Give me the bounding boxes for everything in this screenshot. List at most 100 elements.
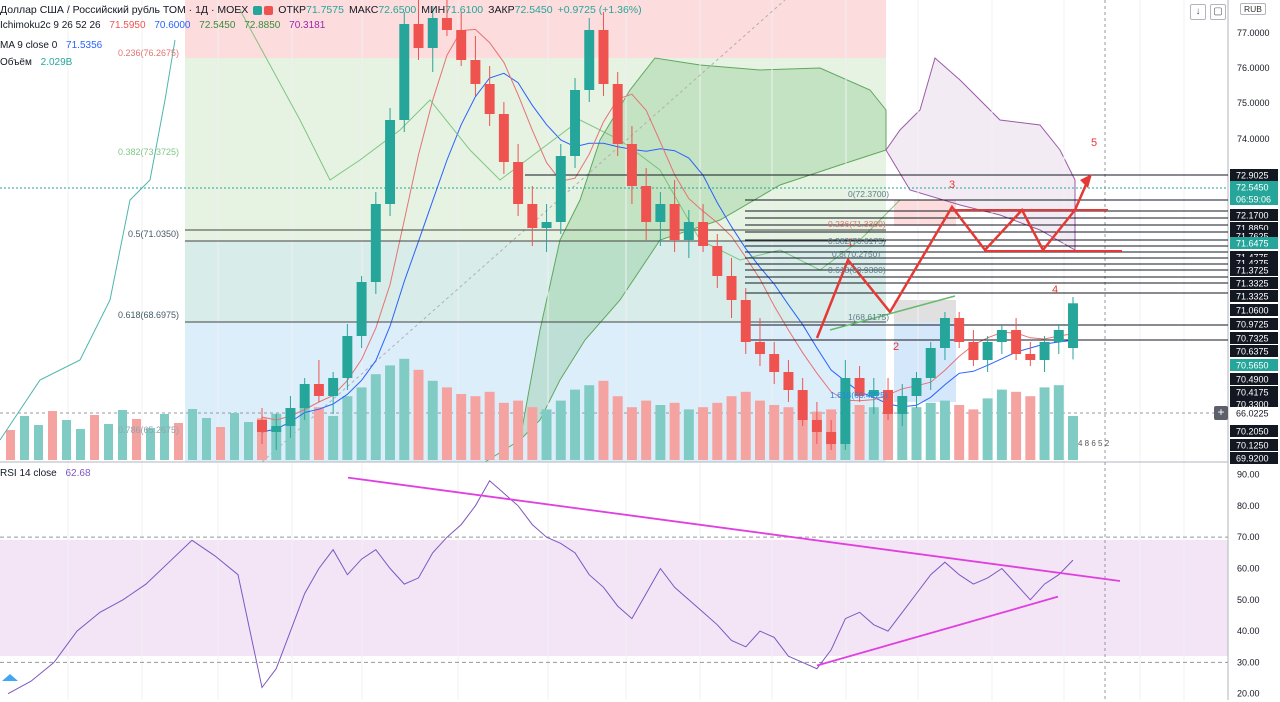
rsi-support-trendline <box>816 595 1059 667</box>
tv-logo-icon <box>2 674 18 681</box>
close-value: 72.5450 <box>514 4 553 16</box>
rsi-tick-label: 50.00 <box>1237 595 1260 605</box>
candle-body <box>897 396 908 414</box>
candle-body <box>385 120 396 204</box>
candle-body <box>370 204 381 282</box>
candle-body <box>811 420 822 432</box>
rsi-tick-label: 60.00 <box>1237 563 1260 573</box>
rsi-label: RSI 14 close <box>0 468 57 479</box>
indicator-lines <box>0 9 1074 441</box>
fib-label-right: 0.236(71.3300) <box>828 219 886 229</box>
candle-body <box>740 300 751 342</box>
cloud-green <box>484 57 887 463</box>
maximize-icon[interactable]: ▢ <box>1210 4 1226 20</box>
candle-body <box>513 162 524 204</box>
candle-body <box>342 336 353 378</box>
volume-bar <box>370 374 381 460</box>
change-value: +0.9725 (+1.36%) <box>557 4 642 16</box>
rsi-band <box>0 540 1228 656</box>
volume-bar <box>868 407 879 460</box>
price-badge-label: 71.8850 <box>1236 224 1269 234</box>
legend-toggle-icons[interactable] <box>253 5 274 15</box>
volume-bar <box>541 409 552 460</box>
currency-badge[interactable]: RUB <box>1240 3 1266 15</box>
eye-icon[interactable] <box>253 5 263 15</box>
candle-body <box>441 18 452 30</box>
candle-body <box>598 30 609 84</box>
price-badge-bg <box>1230 264 1278 276</box>
ma-value: 71.5356 <box>66 40 103 51</box>
fib-zone-right-grey <box>894 300 956 322</box>
ma-legend[interactable]: MA 9 close 0 71.5356 <box>0 40 108 51</box>
rsi-legend[interactable]: RSI 14 close 62.68 <box>0 468 97 479</box>
rsi-pane <box>0 476 1228 695</box>
volume-bar <box>897 413 908 460</box>
price-badge-bg <box>1230 318 1278 330</box>
candle-body <box>954 318 965 342</box>
volume-bar <box>470 396 481 460</box>
candle-body <box>883 390 894 414</box>
fib-label-right: 1.618(66.4225) <box>830 390 888 400</box>
volume-bar <box>584 385 595 460</box>
price-tick-label: 75.0000 <box>1237 98 1270 108</box>
volume-bar <box>174 423 183 460</box>
low-value: 71.6100 <box>445 4 484 16</box>
candle-body <box>868 390 879 396</box>
volume-bar <box>342 396 353 460</box>
volume-bar <box>683 409 694 460</box>
candle-body <box>1068 303 1078 348</box>
volume-bar <box>160 414 169 460</box>
volume-legend[interactable]: Объём 2.029В <box>0 57 78 68</box>
candle-body <box>854 378 865 396</box>
wave-label: 4 <box>1052 284 1058 296</box>
volume-bar <box>456 394 467 460</box>
volume-bar <box>146 428 155 460</box>
open-label: ОТКР <box>278 4 306 16</box>
settings-icon[interactable] <box>264 5 274 15</box>
candle-body <box>427 18 438 48</box>
volume-bar <box>1053 385 1064 460</box>
volume-value: 2.029В <box>40 57 73 68</box>
price-badge-bg <box>1230 209 1278 221</box>
scroll-down-icon[interactable]: ↓ <box>1190 4 1206 20</box>
fib-label-right: 1(68.6175) <box>848 312 889 322</box>
dashed-trend-line <box>261 0 786 463</box>
volume-bar <box>612 396 623 460</box>
wave-label: 1 <box>847 237 853 249</box>
price-badge-bg <box>1230 407 1278 419</box>
candle-body <box>641 186 652 222</box>
volume-bar <box>911 407 922 460</box>
volume-bar <box>104 424 113 460</box>
volume-bar <box>244 422 253 460</box>
candle-body <box>356 282 367 336</box>
candle-body <box>1025 354 1036 360</box>
volume-bar <box>62 420 71 460</box>
price-badge-label: 71.3725 <box>1236 266 1269 276</box>
wave-label: 2 <box>893 341 899 353</box>
close-label: ЗАКР <box>488 4 515 16</box>
horizontal-levels <box>185 174 1228 341</box>
volume-bar <box>328 416 339 460</box>
price-badge-label: 70.9725 <box>1236 320 1269 330</box>
volume-bar <box>555 400 566 460</box>
add-plus-button[interactable]: + <box>1214 406 1228 420</box>
ichimoku-v3: 72.5450 <box>199 20 236 31</box>
fib-zone-teal <box>185 241 886 322</box>
rsi-tick-label: 20.00 <box>1237 689 1260 699</box>
volume-bar <box>769 405 780 460</box>
candle-body <box>911 378 922 396</box>
volume-bar <box>313 407 324 460</box>
price-badge-label: 71.3325 <box>1236 279 1269 289</box>
chikou-left-line <box>0 39 176 441</box>
volume-bar <box>413 369 424 460</box>
price-tick-label: 77.0000 <box>1237 28 1270 38</box>
low-label: МИН <box>421 4 446 16</box>
kijun-line <box>261 28 1074 421</box>
ichimoku-legend[interactable]: Ichimoku2c 9 26 52 26 71.5950 70.6000 72… <box>0 20 331 31</box>
candle-body <box>783 372 794 390</box>
volume-bar <box>1039 387 1050 460</box>
price-badge-label: 70.2050 <box>1236 427 1269 437</box>
price-badge-label: 70.5650 <box>1236 361 1269 371</box>
volume-bar <box>626 407 637 460</box>
